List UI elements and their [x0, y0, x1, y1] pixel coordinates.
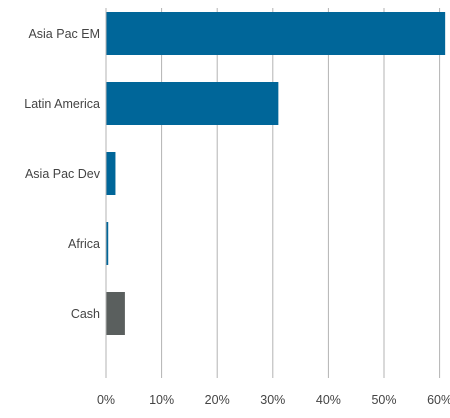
category-label: Cash: [71, 307, 100, 321]
grid-lines: [161, 8, 441, 378]
x-tick-labels: 0% 10% 20% 30% 40% 50% 60%: [97, 393, 450, 407]
bar-asia-pac-em: [106, 12, 446, 55]
category-labels: Asia Pac EM Latin America Asia Pac Dev Afri…: [24, 27, 100, 321]
category-label: Asia Pac Dev: [25, 167, 101, 181]
x-tick-label: 10%: [149, 393, 174, 407]
bar-africa: [106, 222, 109, 265]
x-tick-label: 30%: [260, 393, 285, 407]
x-tick-label: 0%: [97, 393, 115, 407]
bar-cash: [106, 292, 125, 335]
bar-asia-pac-dev: [106, 152, 116, 195]
x-tick-label: 50%: [371, 393, 396, 407]
category-label: Africa: [68, 237, 100, 251]
bars: [106, 12, 446, 335]
category-label: Asia Pac EM: [28, 27, 100, 41]
category-label: Latin America: [24, 97, 100, 111]
x-tick-label: 20%: [205, 393, 230, 407]
x-tick-label: 40%: [316, 393, 341, 407]
x-tick-label: 60%: [427, 393, 450, 407]
bar-latin-america: [106, 82, 279, 125]
